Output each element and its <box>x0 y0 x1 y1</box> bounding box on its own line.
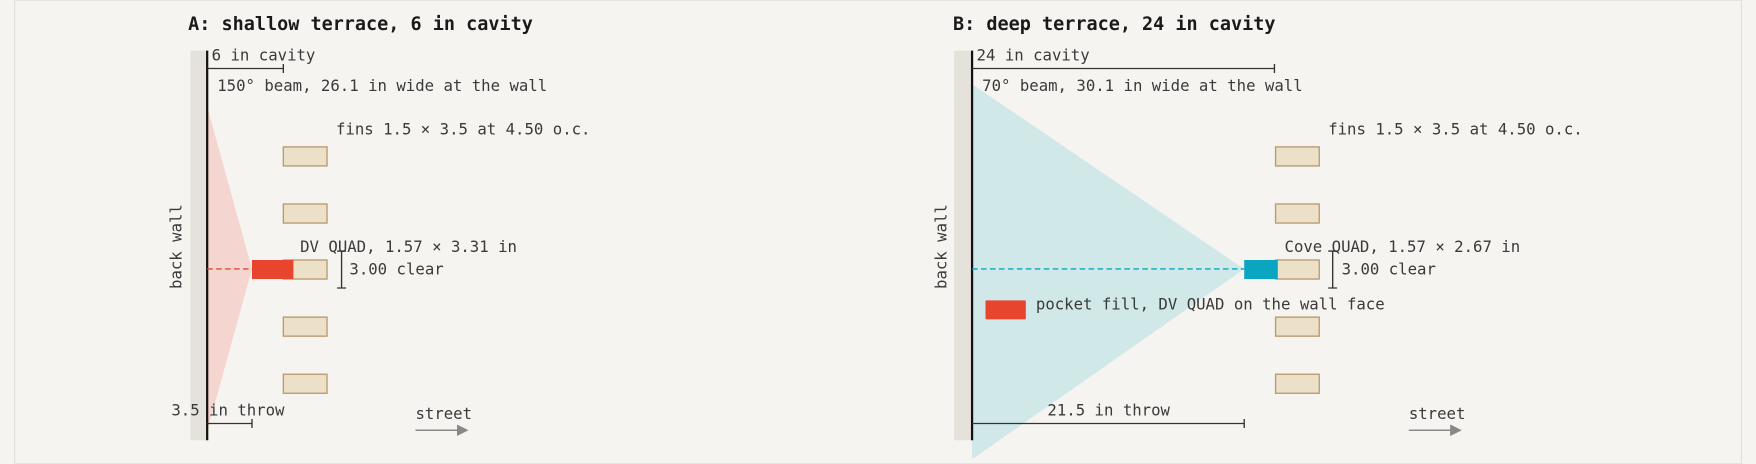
panel-b: B: deep terrace, 24 in cavity back wall … <box>931 14 1583 460</box>
fins-label: fins 1.5 × 3.5 at 4.50 o.c. <box>336 120 590 139</box>
panel-title: B: deep terrace, 24 in cavity <box>953 14 1275 35</box>
throw-dim <box>207 419 253 428</box>
fin <box>282 203 328 224</box>
clear-dim <box>337 250 347 289</box>
fixture <box>1244 259 1278 280</box>
beam-label: 70° beam, 30.1 in wide at the wall <box>982 76 1302 95</box>
cavity-label: 6 in cavity <box>212 46 316 65</box>
wall <box>190 50 208 441</box>
fin <box>1274 203 1320 224</box>
legend-swatch <box>985 300 1026 320</box>
fixture-label: Cove QUAD, 1.57 × 2.67 in <box>1285 237 1521 256</box>
panel-title: A: shallow terrace, 6 in cavity <box>188 14 533 35</box>
clear-dim <box>1328 250 1338 289</box>
cavity-label: 24 in cavity <box>977 46 1090 65</box>
panel-a: A: shallow terrace, 6 in cavity back wal… <box>166 14 590 441</box>
fin <box>1274 259 1320 280</box>
street-label: street <box>415 404 472 423</box>
wall-label: back wall <box>931 204 950 289</box>
fin <box>1274 146 1320 167</box>
fin <box>282 146 328 167</box>
fins-label: fins 1.5 × 3.5 at 4.50 o.c. <box>1328 120 1583 139</box>
beam-label: 150° beam, 26.1 in wide at the wall <box>217 76 547 95</box>
street-label: street <box>1409 404 1466 423</box>
throw-dim <box>972 419 1245 428</box>
frame <box>13 0 1743 464</box>
fixture <box>251 259 294 280</box>
throw-label: 3.5 in throw <box>171 401 285 420</box>
fixture-label: DV QUAD, 1.57 × 3.31 in <box>300 237 517 256</box>
throw-label: 21.5 in throw <box>1047 401 1170 420</box>
cavity-dim <box>207 64 285 73</box>
legend-label: pocket fill, DV QUAD on the wall face <box>1036 294 1385 313</box>
wall-label: back wall <box>166 204 185 289</box>
fin <box>1274 373 1320 394</box>
cavity-dim <box>972 64 1276 73</box>
fin <box>1274 316 1320 337</box>
fin <box>282 373 328 394</box>
clear-label: 3.00 clear <box>1342 260 1436 279</box>
clear-label: 3.00 clear <box>349 260 443 279</box>
fin <box>282 316 328 337</box>
wall <box>954 50 973 441</box>
beam <box>972 84 1245 460</box>
